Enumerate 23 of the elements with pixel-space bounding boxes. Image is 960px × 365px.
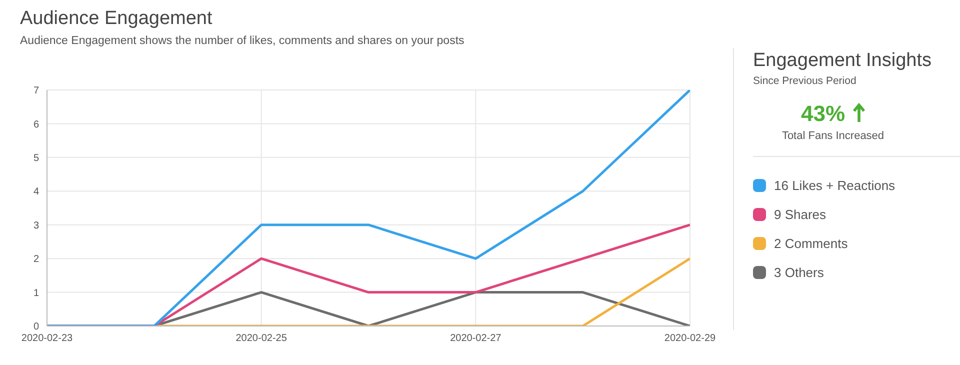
chart-title: Audience Engagement <box>20 8 212 30</box>
legend-label: 16 Likes + Reactions <box>774 178 896 193</box>
x-tick-label: 2020-02-25 <box>236 333 288 344</box>
y-tick-label: 2 <box>33 254 40 266</box>
x-tick-label: 2020-02-27 <box>450 333 502 344</box>
y-tick-label: 7 <box>33 86 40 97</box>
text: Total Fans Increased <box>780 130 886 142</box>
legend-label: 3 Others <box>774 265 824 280</box>
text: 43% <box>800 101 846 126</box>
legend-label: 2 Comments <box>774 236 848 251</box>
text: Since Previous Period <box>753 75 858 87</box>
x-tick-label: 2020-02-29 <box>664 333 716 344</box>
y-tick-label: 1 <box>33 288 40 299</box>
y-tick-label: 6 <box>33 119 40 130</box>
y-tick-label: 4 <box>33 186 40 198</box>
line-series <box>47 90 690 326</box>
x-tick-label: 2020-02-23 <box>21 333 74 344</box>
chart-subtitle: Audience Engagement shows the number of likes, comments and shares on your posts <box>20 35 464 47</box>
legend-label: 9 Shares <box>774 207 826 222</box>
text: Engagement Insights <box>753 50 933 72</box>
y-tick-label: 3 <box>33 220 40 232</box>
y-tick-label: 0 <box>33 322 40 333</box>
y-tick-label: 5 <box>33 152 40 164</box>
